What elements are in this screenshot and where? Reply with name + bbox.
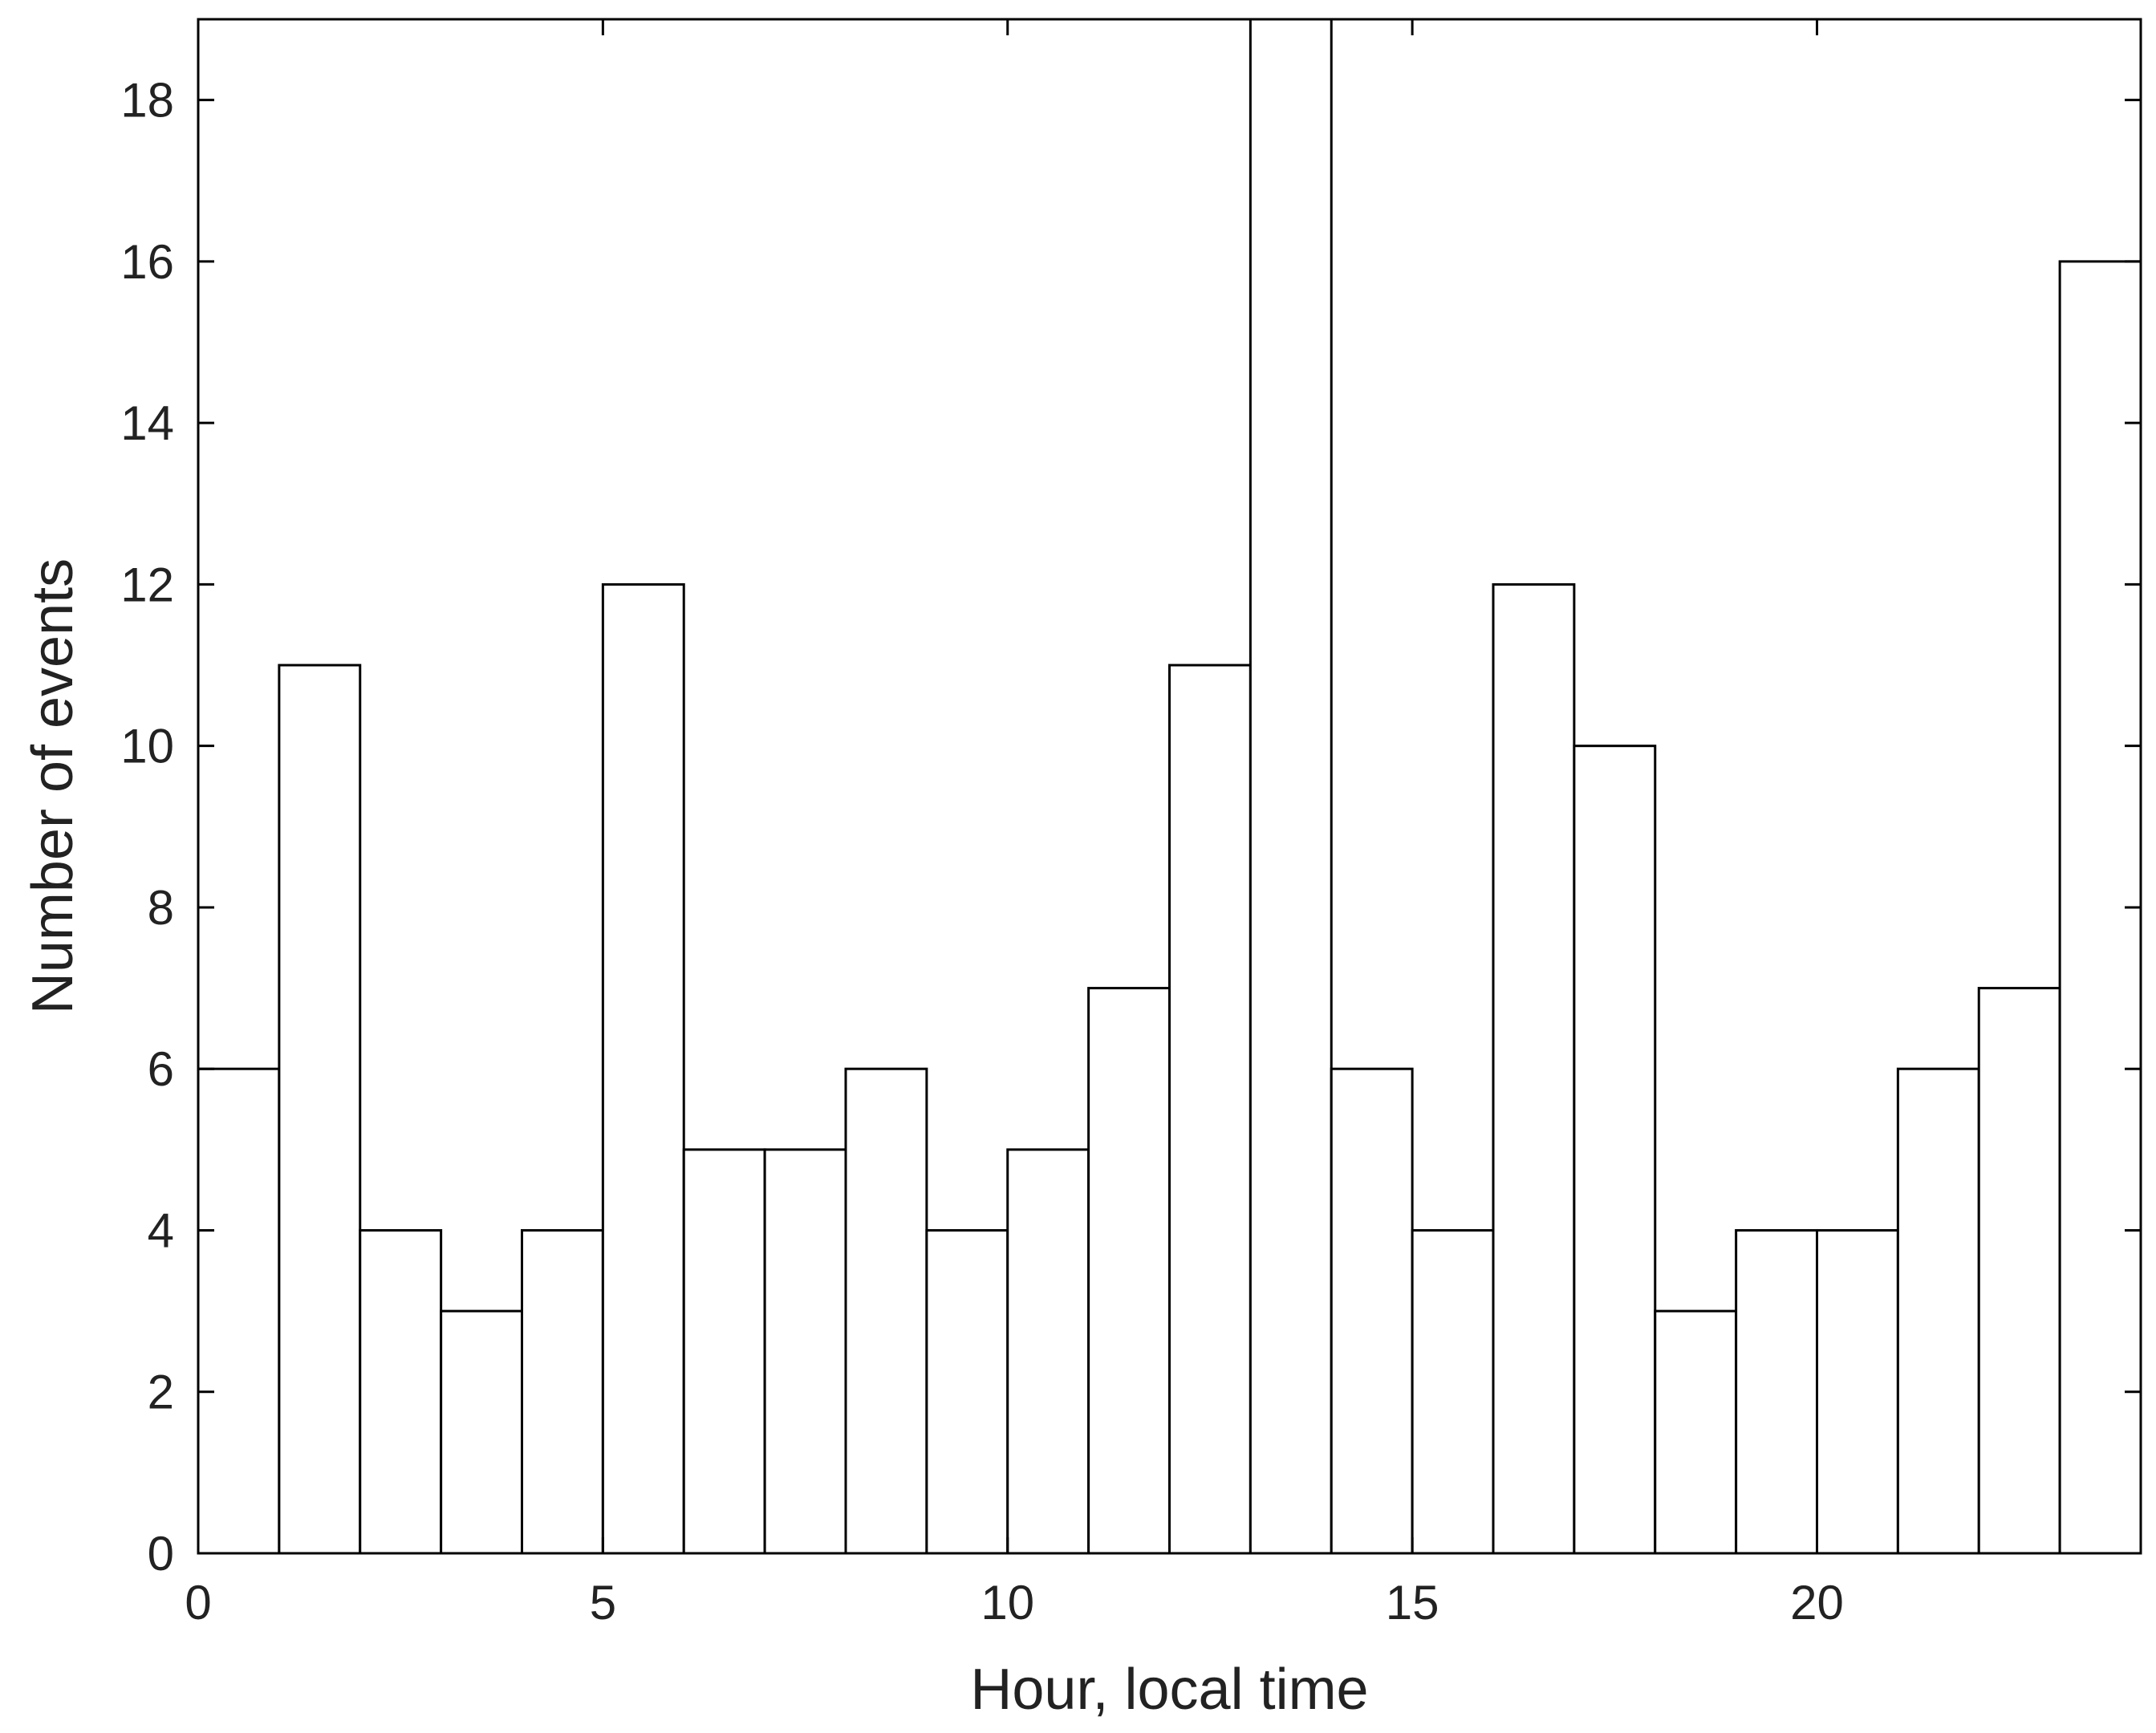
bar-hour-7 (763, 1148, 847, 1555)
bar-hour-15 (1411, 1228, 1495, 1555)
bars-group (197, 18, 2142, 1555)
bar-hour-21 (1896, 1067, 1980, 1555)
bar-hour-1 (278, 664, 362, 1555)
y-tick-label: 14 (120, 396, 174, 450)
bar-hour-9 (925, 1228, 1009, 1555)
bar-hour-2 (359, 1228, 443, 1555)
bar-hour-12 (1168, 664, 1252, 1555)
y-tick-label: 18 (120, 74, 174, 128)
x-tick-label: 15 (1386, 1576, 1439, 1630)
x-tick-label: 20 (1790, 1576, 1844, 1630)
bar-hour-8 (844, 1067, 928, 1555)
bar-hour-17 (1573, 745, 1657, 1555)
y-tick-label: 10 (120, 720, 174, 773)
bar-hour-4 (521, 1228, 604, 1555)
y-axis-label: Number of events (21, 558, 85, 1014)
y-tick-label: 16 (120, 235, 174, 289)
bar-hour-13 (1249, 18, 1333, 1555)
bar-hour-20 (1816, 1228, 1899, 1555)
bar-hour-10 (1006, 1148, 1090, 1555)
x-tick-label: 0 (185, 1576, 211, 1630)
y-tick-label: 6 (148, 1042, 174, 1096)
bar-hour-16 (1492, 582, 1576, 1555)
x-axis-ticks: 0 5 10 15 20 (185, 19, 1844, 1630)
bar-hour-3 (440, 1309, 523, 1555)
bar-hour-6 (682, 1148, 766, 1555)
y-tick-label: 12 (120, 558, 174, 611)
bar-hour-11 (1087, 987, 1171, 1555)
plot-area-frame (197, 18, 2142, 1555)
y-tick-label: 4 (148, 1203, 174, 1257)
bar-hour-18 (1654, 1309, 1738, 1555)
y-axis-ticks: 0 2 4 6 8 10 12 14 16 18 (120, 74, 2141, 1581)
bar-hour-0 (197, 1067, 281, 1555)
x-tick-label: 10 (981, 1576, 1034, 1630)
y-tick-label: 8 (148, 881, 174, 935)
bar-hour-22 (1977, 987, 2061, 1555)
x-tick-label: 5 (590, 1576, 616, 1630)
y-tick-label: 2 (148, 1366, 174, 1419)
bar-hour-14 (1330, 1067, 1414, 1555)
bar-hour-5 (601, 582, 685, 1555)
x-axis-label: Hour, local time (970, 1658, 1368, 1722)
bar-hour-19 (1735, 1228, 1818, 1555)
y-tick-label: 0 (148, 1527, 174, 1581)
